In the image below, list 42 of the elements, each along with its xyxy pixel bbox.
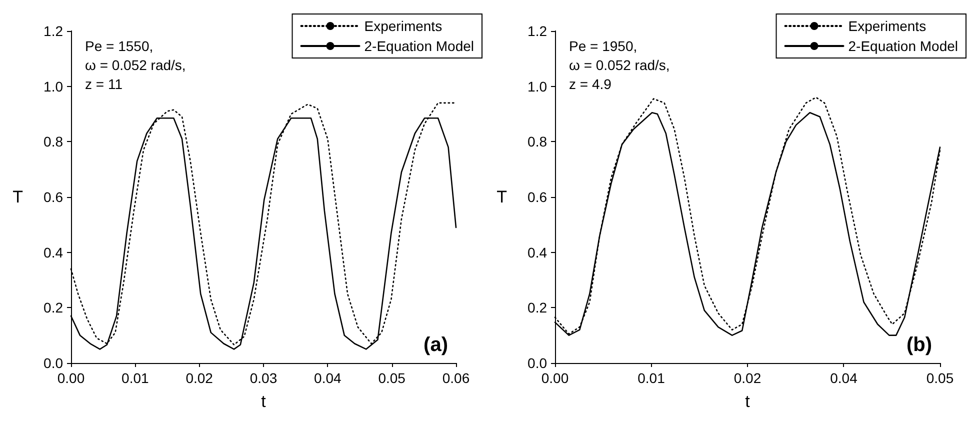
x-tick-label: 0.04 [314,370,342,386]
y-tick-label: 0.0 [44,355,64,371]
x-axis-title: t [745,392,750,411]
x-tick-label: 0.02 [734,370,762,386]
y-tick-label: 0.8 [44,134,64,150]
y-tick-label: 1.2 [44,23,64,39]
y-tick-label: 1.0 [528,78,548,94]
x-tick-label: 0.02 [186,370,214,386]
x-tick-label: 0.00 [57,370,85,386]
y-tick-label: 0.6 [44,189,64,205]
annotation: (a) [424,334,448,356]
x-axis-title: t [261,392,266,411]
legend-label: Experiments [364,18,442,34]
legend-label: 2-Equation Model [364,38,474,54]
annotation: Pe = 1950, [569,38,638,54]
x-tick-label: 0.01 [122,370,150,386]
x-tick-label: 0.00 [541,370,569,386]
y-tick-label: 0.8 [528,134,548,150]
y-tick-label: 1.0 [44,78,64,94]
legend-label: 2-Equation Model [848,38,958,54]
annotation: (b) [906,334,932,356]
annotation: z = 4.9 [569,76,612,92]
annotation: Pe = 1550, [85,38,154,54]
y-tick-label: 0.4 [44,244,64,260]
y-tick-label: 0.6 [528,189,548,205]
annotation: z = 11 [85,76,123,92]
x-tick-label: 0.05 [926,370,954,386]
annotation: ω = 0.052 rad/s, [569,57,670,73]
y-tick-label: 0.4 [528,244,548,260]
y-tick-label: 1.2 [528,23,548,39]
legend-label: Experiments [848,18,926,34]
annotation: ω = 0.052 rad/s, [85,57,186,73]
x-tick-label: 0.06 [442,370,470,386]
y-axis-title: T [496,188,507,206]
y-tick-label: 0.2 [44,300,64,316]
y-tick-label: 0.0 [528,355,548,371]
x-tick-label: 0.04 [830,370,858,386]
x-tick-label: 0.01 [638,370,666,386]
y-tick-label: 0.2 [528,300,548,316]
x-tick-label: 0.03 [250,370,278,386]
x-tick-label: 0.05 [378,370,406,386]
y-axis-title: T [12,188,23,206]
